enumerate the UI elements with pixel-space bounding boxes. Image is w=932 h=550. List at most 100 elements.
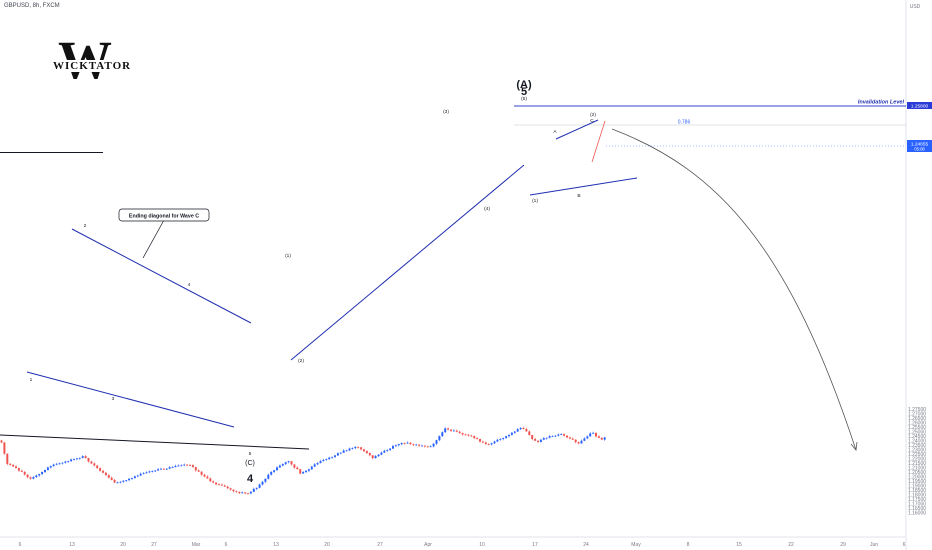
candle-body [55,463,58,465]
callout-pointer [142,219,165,259]
candle-body [174,466,177,468]
projection-arrow-head [850,441,858,451]
candle-body [539,439,542,442]
candle-body [3,442,6,454]
candle-body [23,471,26,475]
candle-body [200,471,203,475]
candle-body [397,444,400,446]
candle-body [380,452,383,455]
candle-body [342,450,345,453]
candle-body [15,466,17,469]
candle-body [252,488,255,492]
candle-body [516,429,519,432]
price-tick-label: 1.19500 [908,479,926,485]
candle-body [232,489,235,492]
price-tick-label: 1.22000 [908,457,926,463]
candle-body [368,453,371,456]
candle-body [580,440,583,444]
candle-body [371,455,374,459]
candle-body [107,475,110,478]
price-tick-label: 1.17000 [908,502,926,508]
candle-body [432,443,435,447]
diagonal-lower-line [26,371,235,428]
candle-body [481,441,484,443]
candle-body [345,450,348,452]
candle-body [145,472,148,474]
price-tick-label: 1.18000 [908,493,926,499]
candle-body [17,468,20,471]
candle-body [244,492,247,494]
candle-body [189,464,191,466]
price-tick-label: 1.25500 [908,425,926,431]
candle-body [154,470,157,472]
candle-body [548,436,551,438]
candle-body [421,445,423,447]
price-tick-label: 1.23000 [908,448,926,454]
candle-body [38,474,41,476]
candle-body [46,467,49,471]
time-tick-label: 27 [377,542,383,548]
candle-body [409,442,412,445]
candle-body [470,435,473,437]
candle-body [270,471,273,475]
candle-body [81,456,84,458]
candle-body [183,464,186,466]
wave-label: (C) [245,460,255,467]
candle-body [325,459,328,460]
candle-body [563,434,566,436]
wave-label: (4) [484,206,490,212]
candle-body [26,474,29,478]
candle-body [322,459,325,462]
wave-label: A [553,129,557,135]
candle-body [136,475,139,477]
candle-body [531,435,534,439]
candle-body [133,476,136,479]
candle-body [273,470,276,472]
candle-body [9,463,12,465]
wave-label: 4 [188,282,191,288]
time-tick-label: 8 [687,542,690,548]
candle-body [194,467,197,471]
price-tick-label: 1.16500 [908,506,926,512]
candle-body [177,465,180,467]
candle-body [473,436,476,439]
price-axis-currency: USD [910,4,921,10]
candles [0,426,606,495]
invalidation-price-tag-text: 1.25800 [911,104,929,110]
candle-body [75,458,78,460]
candle-body [125,480,128,481]
wave-label: (2) [298,358,304,364]
candle-body [87,458,90,462]
candle-body [444,428,447,433]
candle-body [73,459,75,460]
candle-body [116,482,119,484]
wave-label: 3 [112,396,115,402]
candle-body [400,442,403,445]
candle-body [102,470,104,473]
candle-body [360,447,363,450]
candle-body [229,488,232,490]
candle-body [122,480,125,482]
invalidation-label: Invalidation Level [858,100,905,106]
wave-label: (1) [285,253,291,259]
callout-text: Ending diagonal for Wave C [129,214,199,220]
candle-body [595,432,597,437]
candle-body [41,471,44,475]
wave-label: (5) [521,96,527,102]
candle-body [119,481,122,483]
candle-body [458,431,461,433]
candle-body [447,428,450,430]
candle-body [215,482,218,485]
price-tick-label: 1.27500 [908,407,926,413]
candle-body [551,436,554,437]
candle-body [104,472,107,476]
time-tick-label: 6 [903,542,906,548]
time-tick-label: Mar [192,542,201,548]
time-tick-label: 17 [532,542,538,548]
time-tick-label: 6 [225,542,228,548]
candle-body [64,461,67,463]
invalidation-price-tag [907,102,932,109]
candle-body [142,473,145,475]
candle-body [476,438,479,440]
